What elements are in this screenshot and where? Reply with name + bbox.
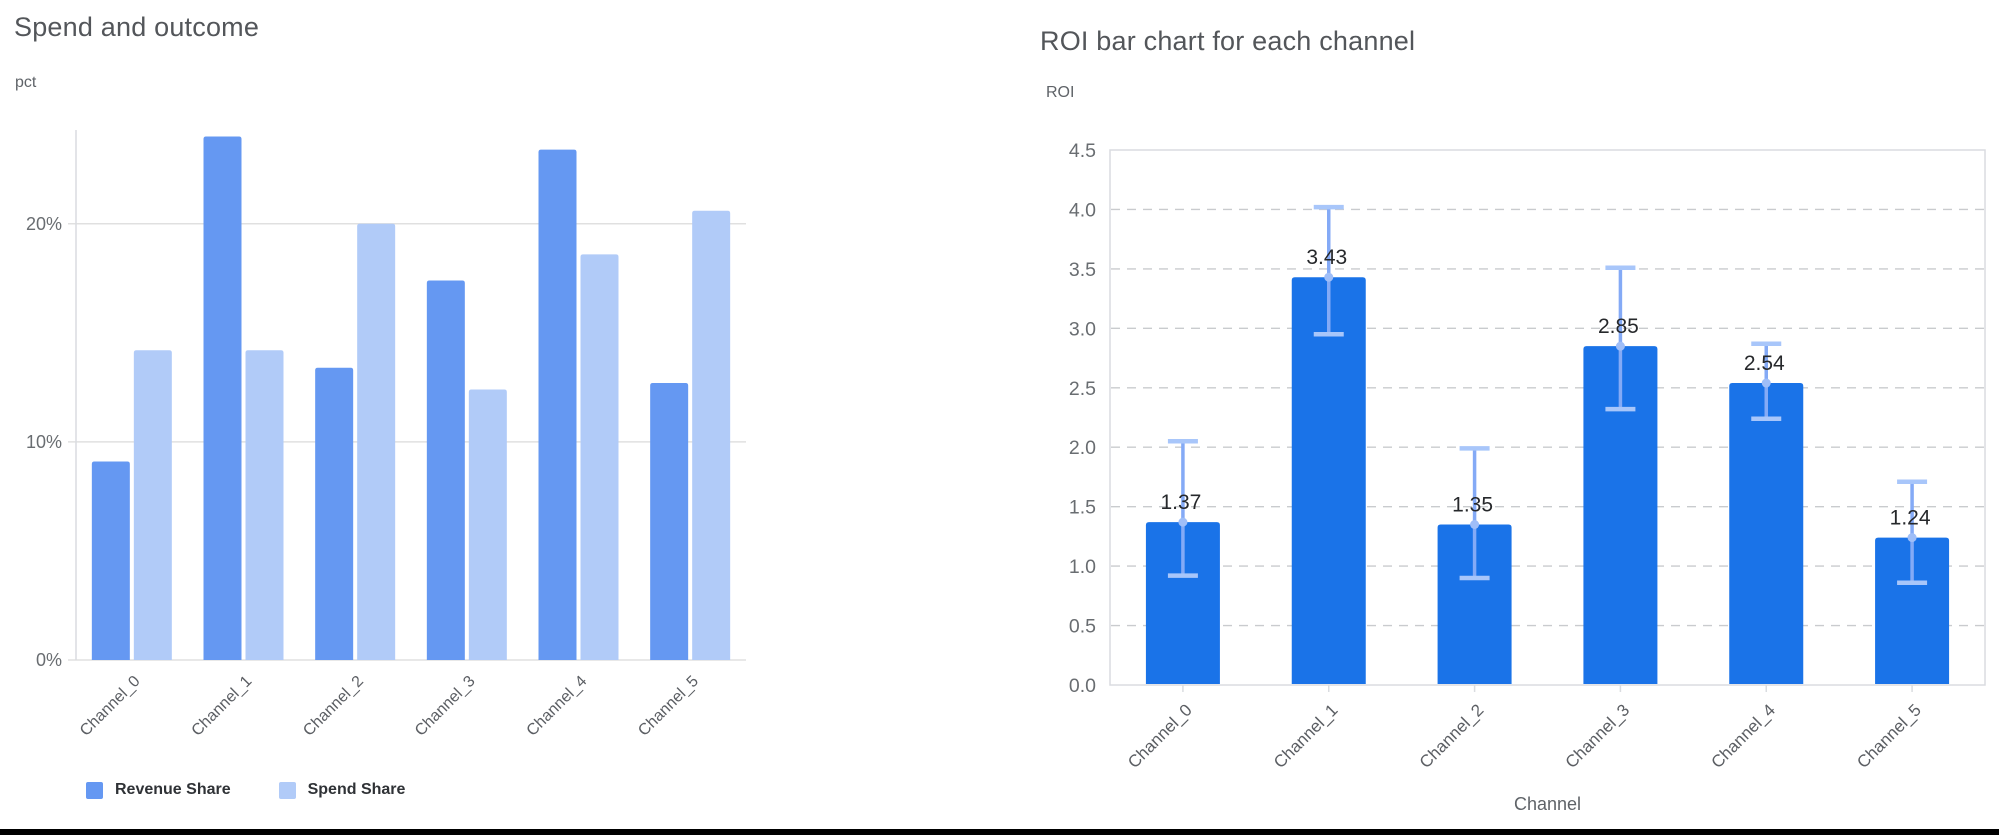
right-x-tick-label: Channel_3 (1562, 700, 1634, 772)
right-y-tick-label: 0.0 (1069, 675, 1096, 697)
right-y-axis-unit-label: ROI (1046, 84, 1075, 101)
bar-Channel_5-revenue-share[interactable] (650, 383, 689, 660)
left-chart-title: Spend and outcome (14, 12, 260, 42)
right-y-tick-label: 3.5 (1069, 259, 1096, 281)
left-x-tick-label: Channel_0 (77, 673, 144, 740)
left-x-tick-label: Channel_3 (412, 673, 479, 740)
right-x-tick-label: Channel_2 (1416, 700, 1488, 772)
bar-Channel_2-revenue-share[interactable] (315, 367, 354, 660)
left-y-tick-label: 0% (36, 650, 62, 670)
right-plot-border (1109, 149, 1986, 686)
right-y-tick-label: 3.0 (1069, 318, 1096, 340)
bar-value-label: 1.24 (1890, 507, 1931, 530)
right-x-tick-label: Channel_5 (1853, 700, 1925, 772)
bar-value-label: 3.43 (1306, 246, 1347, 269)
revenue-share-swatch-icon (86, 781, 103, 799)
left-x-tick-label: Channel_4 (524, 673, 591, 740)
bar-Channel_4-spend-share[interactable] (580, 254, 619, 660)
bar-value-label: 2.54 (1744, 352, 1785, 375)
right-y-tick-label: 1.5 (1069, 497, 1096, 519)
bar-Channel_3-roi[interactable] (1583, 346, 1658, 684)
bar-Channel_3-spend-share[interactable] (468, 389, 507, 660)
left-chart-legend: Revenue Share Spend Share (86, 781, 405, 799)
right-y-tick-label: 2.0 (1069, 437, 1096, 459)
left-x-tick-label: Channel_1 (189, 673, 256, 740)
right-y-tick-label: 1.0 (1069, 556, 1096, 578)
bar-Channel_1-spend-share[interactable] (245, 350, 284, 660)
legend-item-spend-share[interactable]: Spend Share (278, 781, 406, 799)
bar-value-label: 2.85 (1598, 315, 1639, 338)
left-y-axis-unit-label: pct (15, 74, 37, 91)
right-y-tick-label: 2.5 (1069, 378, 1096, 400)
error-bar-marker (1615, 341, 1625, 351)
bar-value-label: 1.37 (1160, 491, 1201, 514)
bar-Channel_0-revenue-share[interactable] (91, 461, 130, 660)
window-bottom-border-line (0, 829, 1999, 835)
bar-Channel_4-roi[interactable] (1729, 383, 1804, 684)
bar-Channel_2-spend-share[interactable] (357, 223, 396, 660)
bar-Channel_0-roi[interactable] (1145, 522, 1220, 684)
roi-chart-canvas: 0.0 0.5 1.0 1.5 2.0 2.5 3.0 3.5 4.0 4.5 1.37 Channe… (1069, 140, 1986, 772)
right-y-tick-label: 4.0 (1069, 199, 1096, 221)
error-bar-marker (1907, 533, 1917, 543)
bar-Channel_0-spend-share[interactable] (133, 350, 172, 660)
legend-item-revenue-share[interactable]: Revenue Share (86, 781, 231, 799)
bar-Channel_1-roi[interactable] (1291, 277, 1366, 684)
left-y-tick-label: 10% (26, 432, 62, 452)
revenue-share-legend-label: Revenue Share (115, 781, 231, 798)
left-x-tick-label: Channel_2 (300, 673, 367, 740)
bar-Channel_4-revenue-share[interactable] (538, 149, 577, 660)
right-x-tick-label: Channel_0 (1124, 700, 1196, 772)
right-y-tick-label: 4.5 (1069, 140, 1096, 162)
spend-outcome-chart-canvas: 0% 10% 20% Channel_0 Channel_1 Channel_2 Chann… (26, 130, 746, 740)
bar-Channel_5-roi[interactable] (1875, 537, 1950, 684)
right-x-axis-title: Channel (1513, 794, 1582, 814)
right-x-tick-label: Channel_1 (1270, 700, 1342, 772)
bar-Channel_1-revenue-share[interactable] (203, 136, 242, 660)
right-x-tick-label: Channel_4 (1707, 700, 1779, 772)
bar-value-label: 1.35 (1452, 494, 1493, 517)
spend-share-swatch-icon (278, 781, 296, 799)
right-y-tick-label: 0.5 (1069, 616, 1096, 638)
left-y-tick-label: 20% (26, 214, 62, 234)
error-bar-marker (1470, 520, 1480, 529)
bar-Channel_2-roi[interactable] (1437, 524, 1512, 685)
bar-Channel_5-spend-share[interactable] (692, 210, 731, 660)
error-bar-marker (1178, 517, 1188, 527)
bar-Channel_3-revenue-share[interactable] (426, 280, 465, 660)
left-x-tick-label: Channel_5 (635, 673, 702, 740)
error-bar-marker (1761, 378, 1771, 388)
error-bar-marker (1324, 272, 1334, 282)
spend-share-legend-label: Spend Share (307, 781, 406, 798)
right-chart-title: ROI bar chart for each channel (1040, 26, 1416, 56)
